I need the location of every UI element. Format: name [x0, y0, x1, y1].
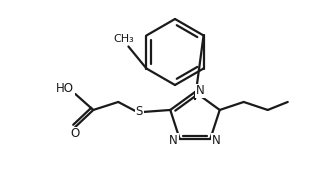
Text: N: N: [196, 85, 204, 97]
Text: HO: HO: [56, 82, 74, 96]
Text: S: S: [136, 105, 143, 119]
Text: N: N: [212, 134, 221, 146]
Text: CH₃: CH₃: [113, 35, 134, 45]
Text: N: N: [169, 134, 178, 146]
Text: O: O: [71, 127, 80, 141]
